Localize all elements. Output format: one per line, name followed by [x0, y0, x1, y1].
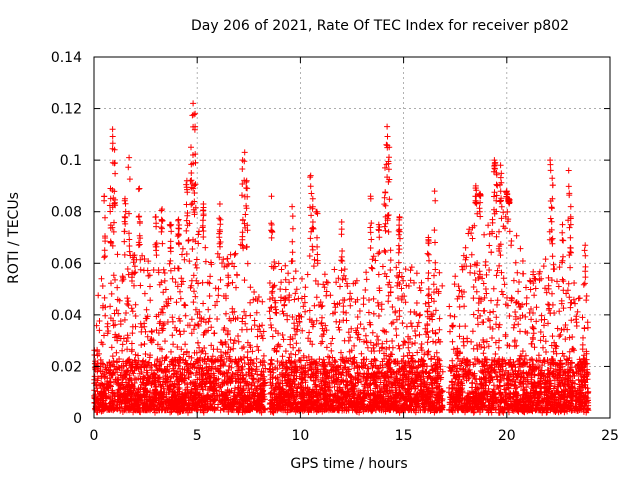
x-tick-label: 15 [395, 428, 413, 444]
y-axis-label: ROTI / TECUs [6, 192, 22, 284]
x-tick-label: 5 [193, 428, 202, 444]
chart-title: Day 206 of 2021, Rate Of TEC Index for r… [191, 18, 569, 34]
plot-frame [93, 56, 611, 419]
x-tick-label: 20 [498, 428, 516, 444]
y-tick-label: 0.06 [51, 256, 82, 272]
y-tick-label: 0.1 [60, 153, 82, 169]
x-tick-label: 0 [90, 428, 99, 444]
x-axis-ticks: 0 5 10 15 20 25 [90, 57, 619, 444]
y-tick-label: 0.02 [51, 359, 82, 375]
roti-points [91, 100, 592, 416]
y-axis-ticks: 0 0.02 0.04 0.06 0.08 0.1 0.12 0.14 [51, 50, 610, 427]
x-tick-label: 25 [601, 428, 619, 444]
data-points [91, 100, 592, 416]
y-tick-label: 0 [73, 411, 82, 427]
x-tick-label: 10 [291, 428, 309, 444]
y-tick-label: 0.04 [51, 308, 82, 324]
x-axis-label: GPS time / hours [290, 456, 408, 472]
y-tick-label: 0.08 [51, 205, 82, 221]
y-tick-label: 0.14 [51, 50, 82, 66]
y-tick-label: 0.12 [51, 102, 82, 118]
